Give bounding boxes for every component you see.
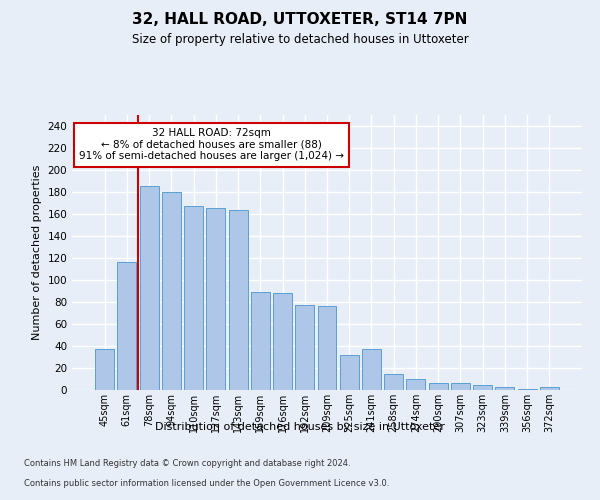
Bar <box>140 186 158 390</box>
Bar <box>384 374 403 390</box>
Bar <box>340 355 359 390</box>
Bar <box>429 384 448 390</box>
Bar <box>229 210 248 390</box>
Bar <box>518 389 536 390</box>
Bar <box>118 262 136 390</box>
Bar <box>496 386 514 390</box>
Bar <box>95 350 114 390</box>
Text: 32, HALL ROAD, UTTOXETER, ST14 7PN: 32, HALL ROAD, UTTOXETER, ST14 7PN <box>133 12 467 28</box>
Bar <box>317 306 337 390</box>
Bar <box>362 350 381 390</box>
Bar <box>473 384 492 390</box>
Text: Distribution of detached houses by size in Uttoxeter: Distribution of detached houses by size … <box>155 422 445 432</box>
Bar <box>295 306 314 390</box>
Bar <box>251 292 270 390</box>
Text: 32 HALL ROAD: 72sqm
← 8% of detached houses are smaller (88)
91% of semi-detache: 32 HALL ROAD: 72sqm ← 8% of detached hou… <box>79 128 344 162</box>
Bar <box>273 293 292 390</box>
Text: Contains HM Land Registry data © Crown copyright and database right 2024.: Contains HM Land Registry data © Crown c… <box>24 458 350 468</box>
Bar <box>406 379 425 390</box>
Bar <box>206 208 225 390</box>
Bar <box>184 206 203 390</box>
Text: Contains public sector information licensed under the Open Government Licence v3: Contains public sector information licen… <box>24 478 389 488</box>
Bar <box>162 192 181 390</box>
Y-axis label: Number of detached properties: Number of detached properties <box>32 165 42 340</box>
Bar <box>540 386 559 390</box>
Bar <box>451 384 470 390</box>
Text: Size of property relative to detached houses in Uttoxeter: Size of property relative to detached ho… <box>131 32 469 46</box>
